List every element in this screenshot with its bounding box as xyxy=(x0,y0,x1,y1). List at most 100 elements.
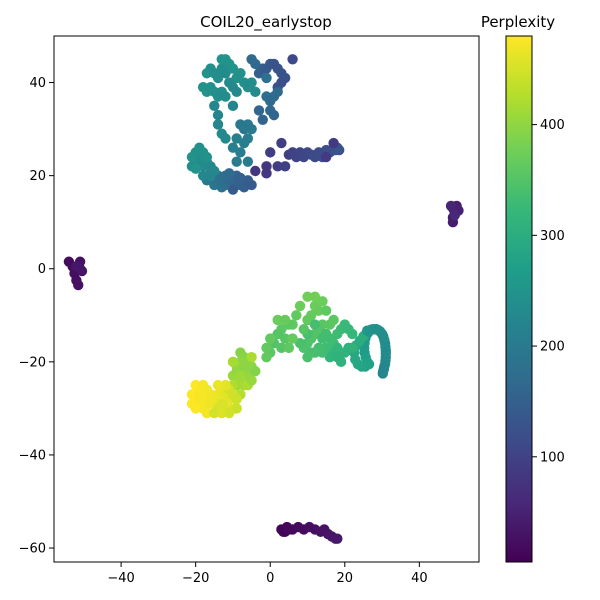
y-tick-label: 0 xyxy=(38,262,46,277)
scatter-point xyxy=(231,393,242,405)
colorbar-tick-label: 200 xyxy=(540,340,565,355)
scatter-point xyxy=(227,63,239,74)
colorbar xyxy=(505,35,533,563)
scatter-point xyxy=(328,137,339,149)
scatter-point xyxy=(201,407,213,419)
scatter-point xyxy=(276,342,287,354)
scatter-point xyxy=(209,407,220,419)
x-tick-label: −20 xyxy=(182,571,209,586)
scatter-point xyxy=(235,172,246,184)
scatter-point xyxy=(231,133,242,144)
scatter-point xyxy=(216,407,227,419)
scatter-point xyxy=(320,151,332,163)
scatter-point xyxy=(294,338,306,349)
scatter-point xyxy=(186,151,198,163)
y-tick-label: 20 xyxy=(29,169,46,184)
scatter-point xyxy=(224,168,235,179)
y-tick-label: −20 xyxy=(19,355,46,370)
scatter-point xyxy=(272,86,283,98)
scatter-point xyxy=(71,261,82,272)
y-tick-label: −60 xyxy=(19,542,46,557)
scatter-point xyxy=(265,333,276,344)
scatter-point xyxy=(347,342,358,354)
scatter-point xyxy=(231,403,242,414)
scatter-point xyxy=(261,342,272,354)
scatter-point xyxy=(235,147,246,158)
scatter-point xyxy=(250,365,261,377)
scatter-point xyxy=(302,351,313,363)
scatter-point xyxy=(194,389,205,400)
scatter-point xyxy=(317,333,328,344)
scatter-point xyxy=(332,533,343,544)
scatter-point xyxy=(235,68,246,79)
scatter-point xyxy=(377,365,389,377)
scatter-point xyxy=(347,328,358,340)
scatter-point xyxy=(212,109,224,121)
scatter-point xyxy=(445,200,457,212)
colorbar-tick-label: 100 xyxy=(540,450,565,465)
scatter-point xyxy=(334,144,345,156)
scatter-point xyxy=(253,105,265,116)
scatter-point xyxy=(73,279,84,291)
scatter-point xyxy=(287,333,298,344)
scatter-point xyxy=(261,351,272,363)
scatter-point xyxy=(235,119,246,130)
scatter-point xyxy=(268,109,280,121)
scatter-point xyxy=(212,119,224,130)
scatter-point xyxy=(279,333,291,344)
scatter-point xyxy=(279,314,291,326)
scatter-point xyxy=(261,168,272,179)
scatter-point xyxy=(283,342,295,354)
scatter-point xyxy=(201,151,213,163)
scatter-point xyxy=(324,351,336,363)
scatter-point xyxy=(287,54,298,65)
scatter-point xyxy=(317,296,328,307)
scatter-point xyxy=(220,379,231,391)
scatter-point xyxy=(212,379,224,391)
scatter-points xyxy=(63,54,464,544)
scatter-point xyxy=(246,179,257,191)
scatter-point xyxy=(235,370,246,382)
colorbar-ticks: 100 200 300 400 xyxy=(532,118,565,465)
scatter-point xyxy=(309,291,321,302)
scatter-point xyxy=(272,161,283,172)
scatter-point xyxy=(380,348,391,359)
scatter-point xyxy=(250,165,261,177)
scatter-point xyxy=(257,114,268,125)
scatter-point xyxy=(302,314,313,326)
scatter-point xyxy=(205,170,216,181)
scatter-point xyxy=(283,524,295,535)
scatter-point xyxy=(250,58,261,70)
scatter-point xyxy=(227,356,239,368)
scatter-point xyxy=(294,300,306,312)
scatter-point xyxy=(298,324,309,335)
y-tick-label: −40 xyxy=(19,448,46,463)
y-axis: 40 20 0 −20 −40 −60 xyxy=(19,76,54,557)
scatter-point xyxy=(332,351,343,363)
scatter-point xyxy=(250,86,261,98)
scatter-point xyxy=(261,72,272,84)
x-tick-label: 20 xyxy=(337,571,354,586)
scatter-point xyxy=(227,184,239,195)
scatter-point xyxy=(291,310,302,321)
x-tick-label: −40 xyxy=(107,571,134,586)
scatter-point xyxy=(246,351,257,363)
scatter-point xyxy=(227,142,239,153)
scatter-point xyxy=(313,305,324,316)
colorbar-tick-label: 400 xyxy=(540,118,565,133)
plot-area-frame xyxy=(53,35,480,563)
scatter-point xyxy=(242,361,254,372)
scatter-point xyxy=(279,161,291,172)
scatter-point xyxy=(227,100,239,112)
scatter-point xyxy=(449,210,460,221)
scatter-point xyxy=(265,147,276,158)
colorbar-tick-label: 300 xyxy=(540,229,565,244)
scatter-point xyxy=(309,319,321,330)
scatter-point xyxy=(212,72,224,84)
scatter-point xyxy=(272,314,283,326)
scatter-point xyxy=(209,100,220,112)
scatter-point xyxy=(231,86,242,98)
scatter-point xyxy=(201,384,213,395)
scatter-point xyxy=(302,291,313,302)
